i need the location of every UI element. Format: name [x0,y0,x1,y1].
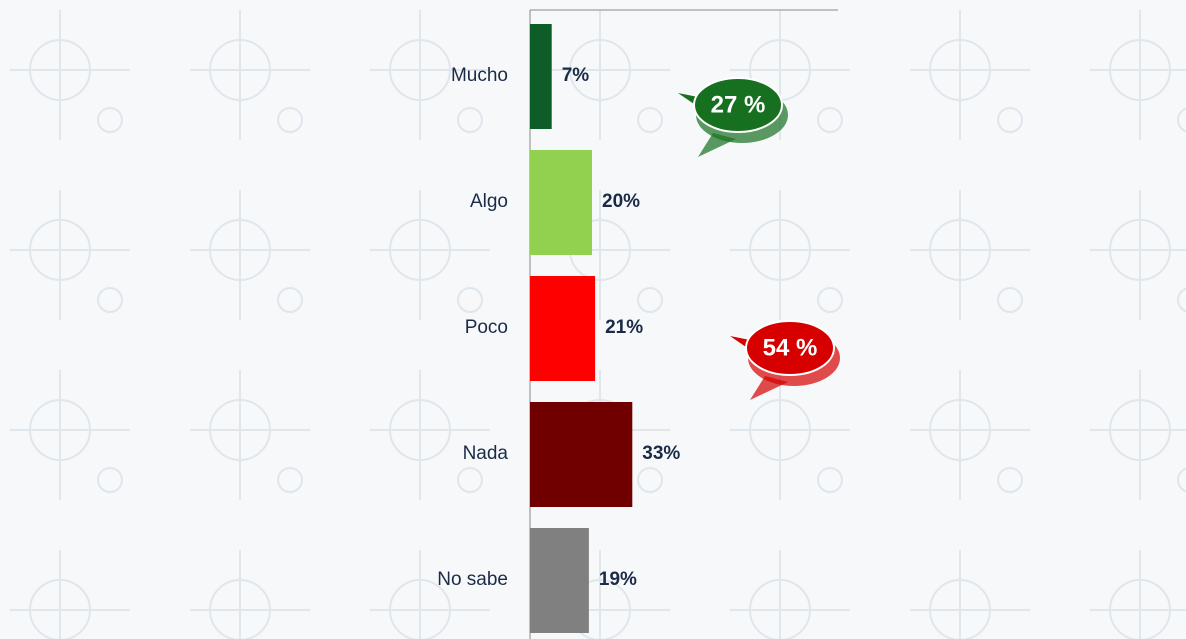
value-label: 7% [562,65,590,86]
category-label: Nada [463,443,509,464]
category-label: Poco [465,317,508,338]
value-label: 20% [602,191,640,212]
value-label: 33% [642,443,680,464]
callout-text: 27 % [711,91,766,118]
category-label: No sabe [437,569,508,590]
callout-text: 54 % [763,334,818,361]
value-label: 19% [599,569,637,590]
bar [530,150,592,255]
callout [693,77,783,133]
category-label: Mucho [451,65,508,86]
category-label: Algo [470,191,508,212]
value-label: 21% [605,317,643,338]
bar [530,276,596,381]
callout [745,320,835,376]
bar [530,528,589,633]
bar [530,402,633,507]
bar [530,24,552,129]
